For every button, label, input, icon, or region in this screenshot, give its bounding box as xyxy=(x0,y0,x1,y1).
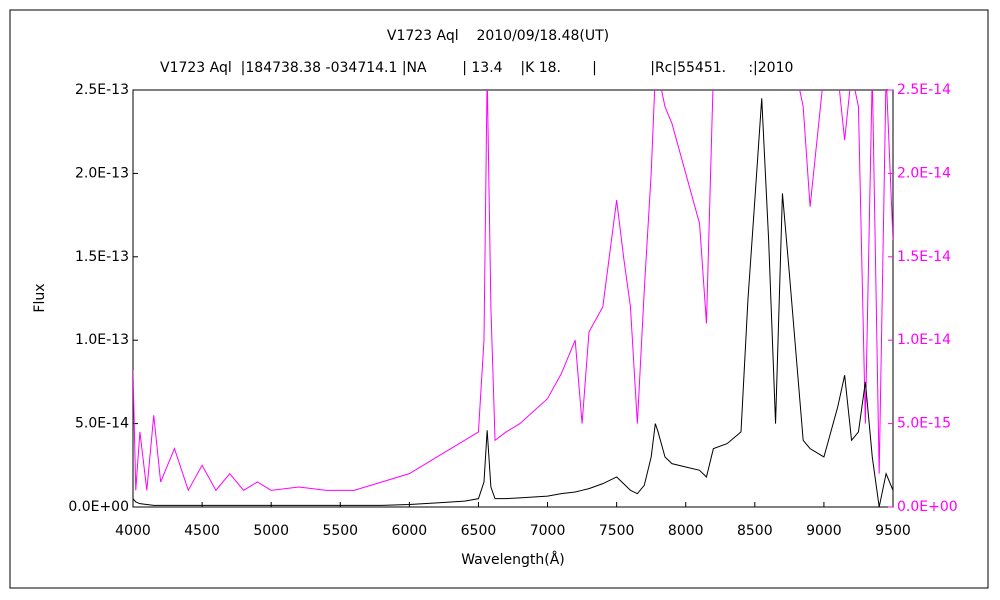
x-tick-label: 4500 xyxy=(184,523,220,539)
chart-title: V1723 Aql 2010/09/18.48(UT) xyxy=(387,28,609,44)
series-line xyxy=(133,90,893,492)
y-tick-label: 0.0E+00 xyxy=(68,499,129,515)
x-tick-label: 6500 xyxy=(461,523,497,539)
y2-tick-label: 0.0E+00 xyxy=(897,499,958,515)
y2-tick-label: 2.5E-14 xyxy=(897,82,951,98)
x-axis-label: Wavelength(Å) xyxy=(461,551,565,568)
y-tick-label: 1.0E-13 xyxy=(75,332,129,348)
frame xyxy=(9,9,989,589)
chart-subtitle: V1723 Aql |184738.38 -034714.1 |NA | 13.… xyxy=(160,60,793,76)
y-tick-label: 2.5E-13 xyxy=(75,82,129,98)
x-tick-label: 7000 xyxy=(530,523,566,539)
y-tick-label: 1.5E-13 xyxy=(75,249,129,265)
x-tick-label: 9000 xyxy=(806,523,842,539)
x-tick-label: 5000 xyxy=(253,523,289,539)
y-tick-label: 2.0E-13 xyxy=(75,165,129,181)
x-tick-label: 7500 xyxy=(599,523,635,539)
y2-tick-label: 1.5E-14 xyxy=(897,249,951,265)
y2-tick-label: 5.0E-15 xyxy=(897,416,951,432)
x-tick-label: 8000 xyxy=(668,523,704,539)
plot-area xyxy=(132,89,894,508)
y-tick-label: 5.0E-14 xyxy=(75,416,129,432)
x-tick-label: 6000 xyxy=(392,523,428,539)
x-tick-label: 8500 xyxy=(737,523,773,539)
y2-tick-label: 2.0E-14 xyxy=(897,165,951,181)
y-axis-label: Flux xyxy=(32,283,48,312)
x-tick-label: 9500 xyxy=(875,523,911,539)
y2-tick-label: 1.0E-14 xyxy=(897,332,951,348)
x-tick-label: 5500 xyxy=(322,523,358,539)
series-line xyxy=(133,98,893,507)
x-tick-label: 4000 xyxy=(115,523,151,539)
